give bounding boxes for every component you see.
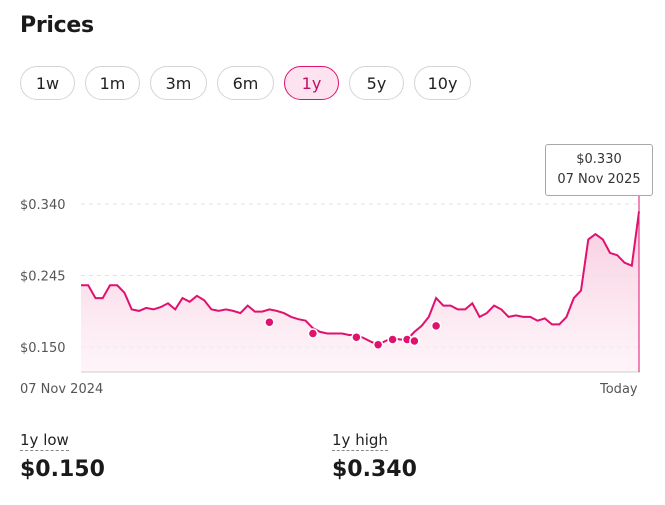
range-1m-button[interactable]: 1m bbox=[85, 66, 140, 100]
range-6m-button[interactable]: 6m bbox=[217, 66, 274, 100]
range-selector: 1w 1m 3m 6m 1y 5y 10y bbox=[20, 66, 471, 100]
tooltip-price: $0.330 bbox=[576, 152, 622, 167]
price-area bbox=[81, 211, 639, 372]
stat-low: 1y low $0.150 bbox=[20, 430, 105, 482]
range-1w-button[interactable]: 1w bbox=[20, 66, 75, 100]
range-10y-button[interactable]: 10y bbox=[414, 66, 471, 100]
x-label-end: Today bbox=[600, 382, 638, 397]
range-1y-button[interactable]: 1y bbox=[284, 66, 339, 100]
event-marker[interactable] bbox=[307, 328, 319, 339]
event-marker[interactable] bbox=[372, 339, 384, 350]
price-tooltip: $0.330 07 Nov 2025 bbox=[545, 144, 653, 196]
stat-high: 1y high $0.340 bbox=[332, 430, 417, 482]
tooltip-date: 07 Nov 2025 bbox=[557, 172, 641, 187]
event-marker[interactable] bbox=[264, 316, 275, 328]
range-5y-button[interactable]: 5y bbox=[349, 66, 404, 100]
range-3m-button[interactable]: 3m bbox=[150, 66, 207, 100]
stat-low-label[interactable]: 1y low bbox=[20, 431, 69, 451]
y-tick-label: $0.245 bbox=[20, 270, 66, 285]
y-tick-label: $0.340 bbox=[20, 198, 66, 213]
page-title: Prices bbox=[20, 13, 94, 38]
stat-high-value: $0.340 bbox=[332, 457, 417, 482]
x-label-start: 07 Nov 2024 bbox=[20, 382, 104, 397]
event-marker[interactable] bbox=[351, 331, 362, 343]
stat-low-value: $0.150 bbox=[20, 457, 105, 482]
y-tick-label: $0.150 bbox=[20, 341, 66, 356]
event-marker[interactable] bbox=[387, 334, 398, 345]
event-marker[interactable] bbox=[430, 320, 442, 332]
stat-high-label[interactable]: 1y high bbox=[332, 431, 388, 451]
event-marker[interactable] bbox=[409, 335, 420, 347]
